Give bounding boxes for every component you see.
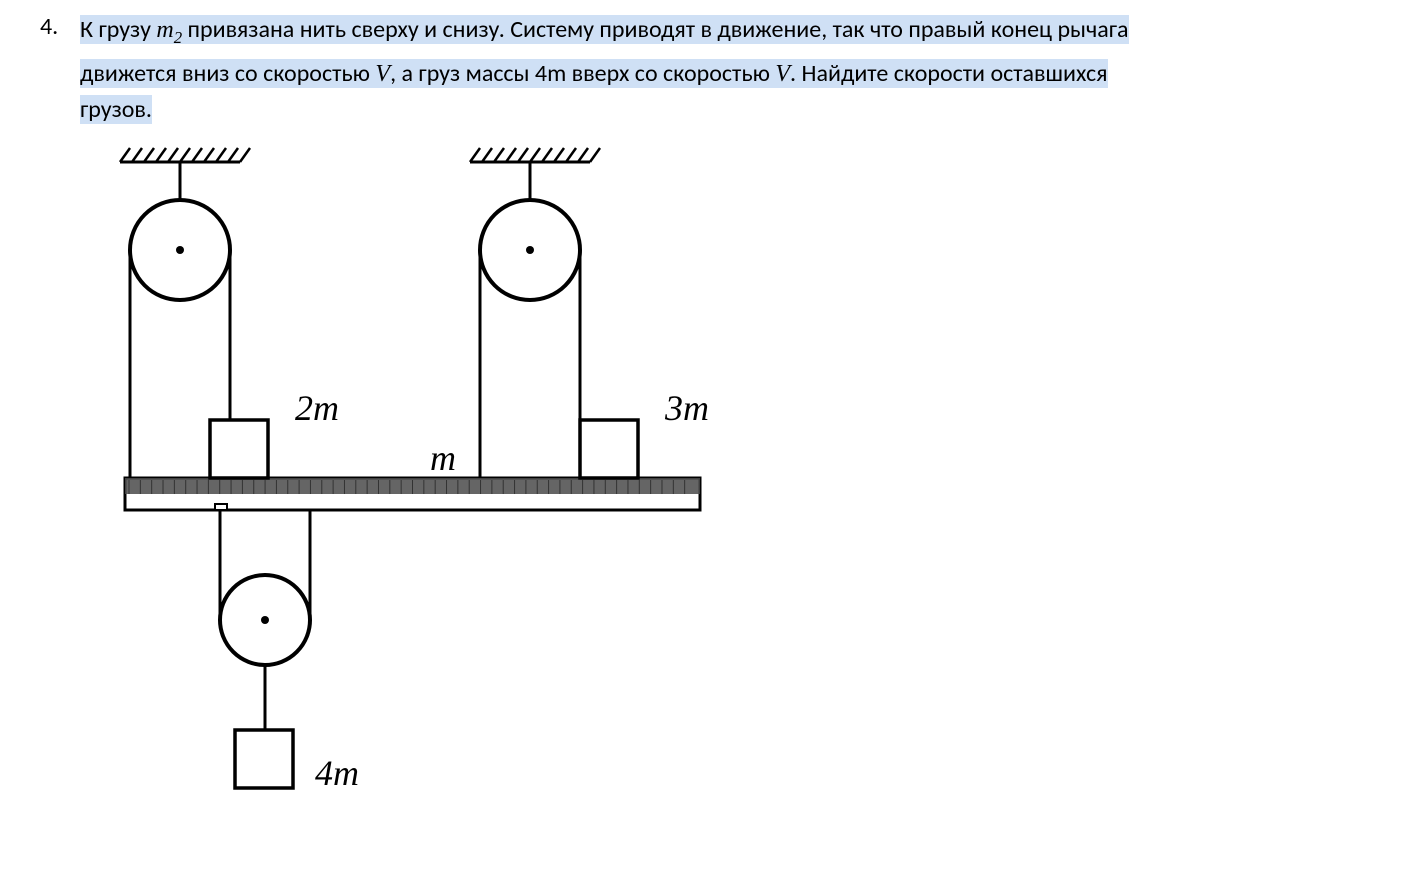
text-line-1: К грузу m2 привязана нить сверху и снизу… [80,15,1129,44]
text-line-2: движется вниз со скоростью V, а груз мас… [80,59,1108,88]
symbol-m2: m2 [156,17,182,43]
svg-text:2m: 2m [295,388,339,428]
svg-text:m: m [430,438,456,478]
symbol-V-2: V [775,61,790,87]
text-frag: . Найдите скорости оставшихся [790,59,1108,88]
m2-sub: 2 [174,28,182,47]
m2-base: m [156,17,173,43]
problem-statement: К грузу m2 привязана нить сверху и снизу… [80,12,1180,128]
text-frag: К грузу [80,15,156,44]
pulley-diagram: 2m 3m m 4m [80,140,720,840]
text-frag: привязана нить сверху и снизу. Систему п… [182,15,1128,44]
problem-number: 4. [40,12,58,41]
svg-text:4m: 4m [315,753,359,793]
text-frag: движется вниз со скоростью [80,59,375,88]
symbol-V-1: V [375,61,390,87]
svg-text:3m: 3m [664,388,709,428]
text-frag: , а груз массы 4m вверх со скоростью [390,59,775,88]
text-line-3: грузов. [80,95,152,124]
page: 4. К грузу m2 привязана нить сверху и сн… [0,0,1408,874]
